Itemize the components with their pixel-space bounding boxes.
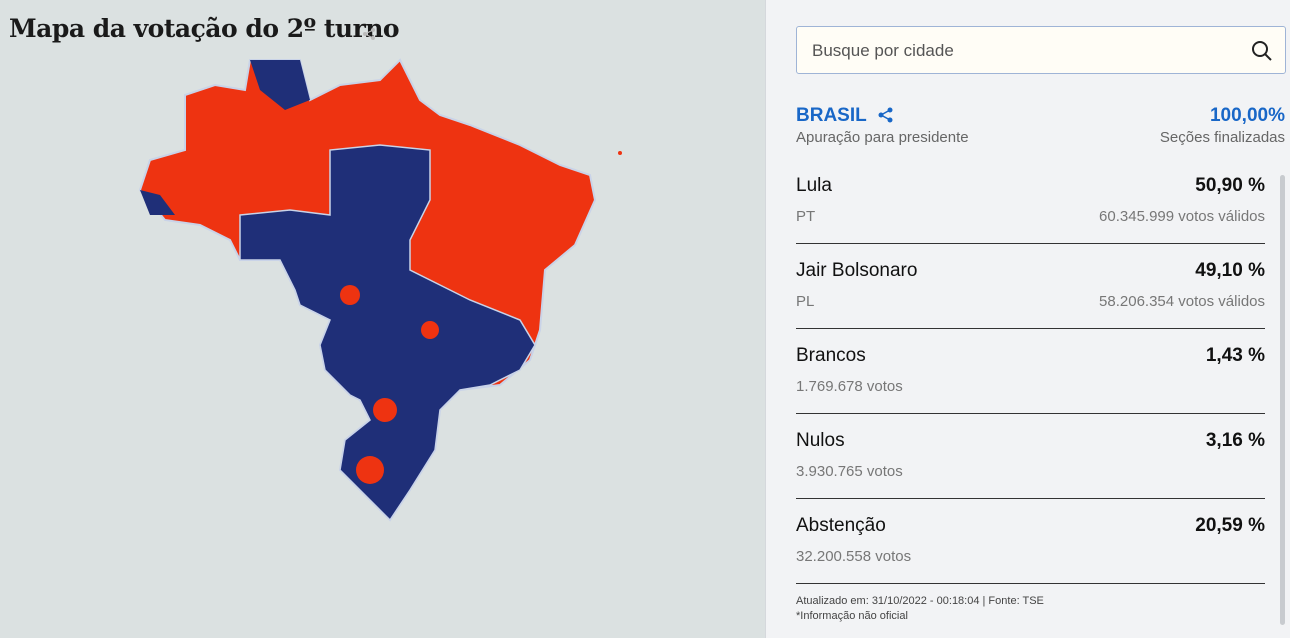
map-red: [340, 285, 360, 305]
separator: [796, 498, 1265, 499]
separator: [796, 328, 1265, 329]
separator: [796, 413, 1265, 414]
region-subtitle: Apuração para presidente: [796, 129, 969, 146]
result-percent: 50,90 %: [1195, 175, 1265, 196]
result-party: PT: [796, 208, 816, 225]
result-percent: 1,43 %: [1205, 345, 1265, 366]
result-name: Brancos: [796, 345, 866, 366]
result-votes: 60.345.999 votos válidos: [1099, 208, 1265, 225]
result-percent: 20,59 %: [1195, 515, 1265, 536]
results-panel: Busque por cidade BRASIL Apuração para p…: [765, 0, 1290, 638]
share-icon[interactable]: [362, 27, 376, 41]
map-title: Mapa da votação do 2º turno: [9, 14, 400, 43]
separator: [796, 583, 1265, 584]
search-placeholder: Busque por cidade: [812, 41, 954, 60]
brazil-map: [138, 58, 622, 522]
result-percent: 49,10 %: [1195, 260, 1265, 281]
scrollbar[interactable]: [1280, 175, 1285, 625]
result-votes: 3.930.765 votos: [796, 463, 903, 480]
footer-note: Atualizado em: 31/10/2022 - 00:18:04 | F…: [796, 595, 1044, 607]
map-red: [618, 151, 622, 155]
map-red: [356, 456, 384, 484]
result-name: Jair Bolsonaro: [796, 260, 918, 281]
map-panel: Mapa da votação do 2º turno: [0, 0, 765, 638]
search-box[interactable]: Busque por cidade: [796, 26, 1286, 74]
result-name: Nulos: [796, 430, 845, 451]
share-icon[interactable]: [878, 107, 894, 123]
map-red: [421, 321, 439, 339]
map-blue: [250, 60, 310, 110]
region-name[interactable]: BRASIL: [796, 105, 867, 126]
separator: [796, 243, 1265, 244]
sections-percent: 100,00%: [1209, 105, 1285, 126]
footer-note: *Informação não oficial: [796, 610, 908, 622]
result-votes: 1.769.678 votos: [796, 378, 903, 395]
result-name: Lula: [796, 175, 832, 196]
result-votes: 58.206.354 votos válidos: [1099, 293, 1265, 310]
result-percent: 3,16 %: [1205, 430, 1265, 451]
result-votes: 32.200.558 votos: [796, 548, 912, 565]
map-blue: [140, 190, 175, 215]
sections-label: Seções finalizadas: [1159, 129, 1285, 146]
map-red: [373, 398, 397, 422]
result-name: Abstenção: [796, 515, 886, 536]
map-blue: [239, 144, 536, 522]
search-icon[interactable]: [1251, 40, 1273, 62]
result-party: PL: [796, 293, 815, 310]
